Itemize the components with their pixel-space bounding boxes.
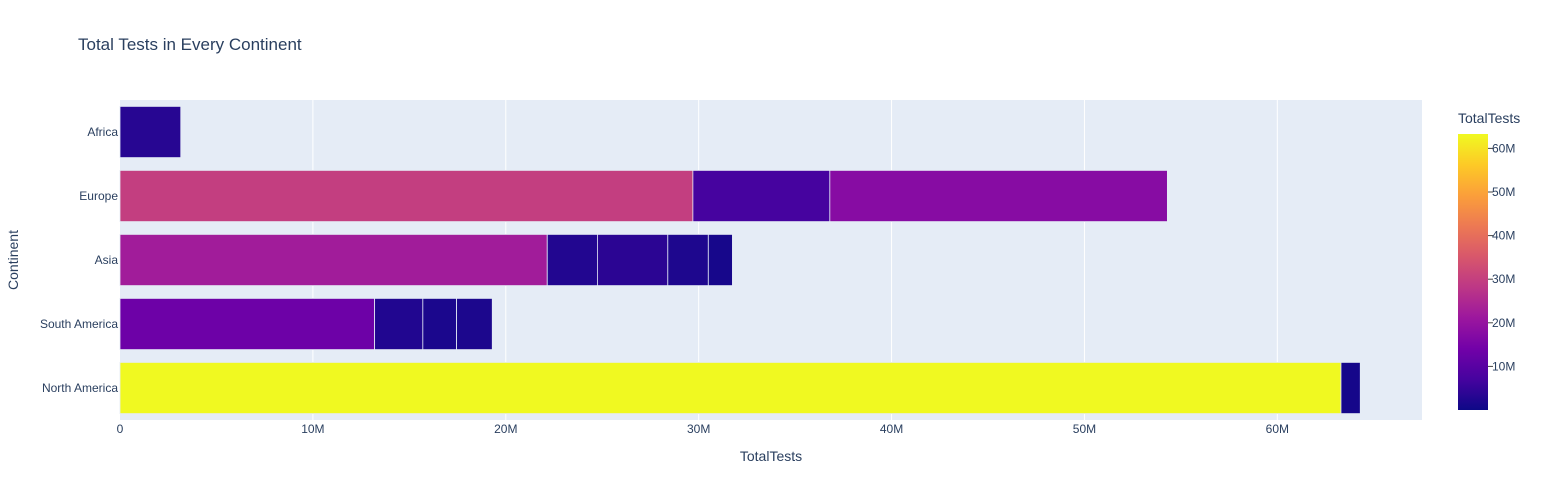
bar-segment <box>119 297 376 350</box>
x-tick-label: 60M <box>1266 422 1289 436</box>
colorbar-tick-label: 20M <box>1492 316 1515 330</box>
colorbar-tick-label: 60M <box>1492 141 1515 155</box>
bar-segment <box>119 361 1342 414</box>
bar-segment <box>119 233 548 286</box>
colorbar-tick-label: 10M <box>1492 359 1515 373</box>
colorbar-tick-label: 40M <box>1492 229 1515 243</box>
bar-segment <box>667 233 709 286</box>
bar-segment <box>119 169 694 222</box>
colorbar-tick-label: 30M <box>1492 272 1515 286</box>
x-tick-label: 0 <box>117 422 124 436</box>
y-axis-title: Continent <box>5 230 21 290</box>
colorbar-title: TotalTests <box>1458 110 1520 126</box>
y-tick-label: Europe <box>79 189 118 203</box>
bar-segment <box>1340 361 1361 414</box>
chart-title: Total Tests in Every Continent <box>78 35 302 54</box>
x-tick-label: 10M <box>301 422 324 436</box>
y-tick-label: North America <box>42 381 118 395</box>
bar-segment <box>374 297 424 350</box>
y-tick-label: Africa <box>87 125 118 139</box>
y-tick-label: South America <box>40 317 118 331</box>
x-axis-ticks: 0 10M 20M 30M 40M 50M 60M <box>117 422 1289 436</box>
bar-segment <box>422 297 457 350</box>
bar-segment <box>456 297 493 350</box>
y-tick-label: Asia <box>95 253 119 267</box>
x-tick-label: 20M <box>494 422 517 436</box>
colorbar-ticks: 10M 20M 30M 40M 50M 60M <box>1488 141 1515 373</box>
colorbar-tick-label: 50M <box>1492 185 1515 199</box>
colorbar <box>1458 134 1488 410</box>
x-tick-label: 30M <box>687 422 710 436</box>
bar-segment <box>692 169 831 222</box>
bar-segment <box>829 169 1168 222</box>
y-axis-ticks: Africa Europe Asia South America North Ameri… <box>40 125 118 395</box>
x-tick-label: 50M <box>1073 422 1096 436</box>
x-tick-label: 40M <box>880 422 903 436</box>
x-axis-title: TotalTests <box>740 448 802 464</box>
bar-segment <box>119 106 182 159</box>
bars <box>119 106 1361 414</box>
bar-segment <box>597 233 669 286</box>
bar-segment <box>707 233 733 286</box>
bar-segment <box>546 233 598 286</box>
